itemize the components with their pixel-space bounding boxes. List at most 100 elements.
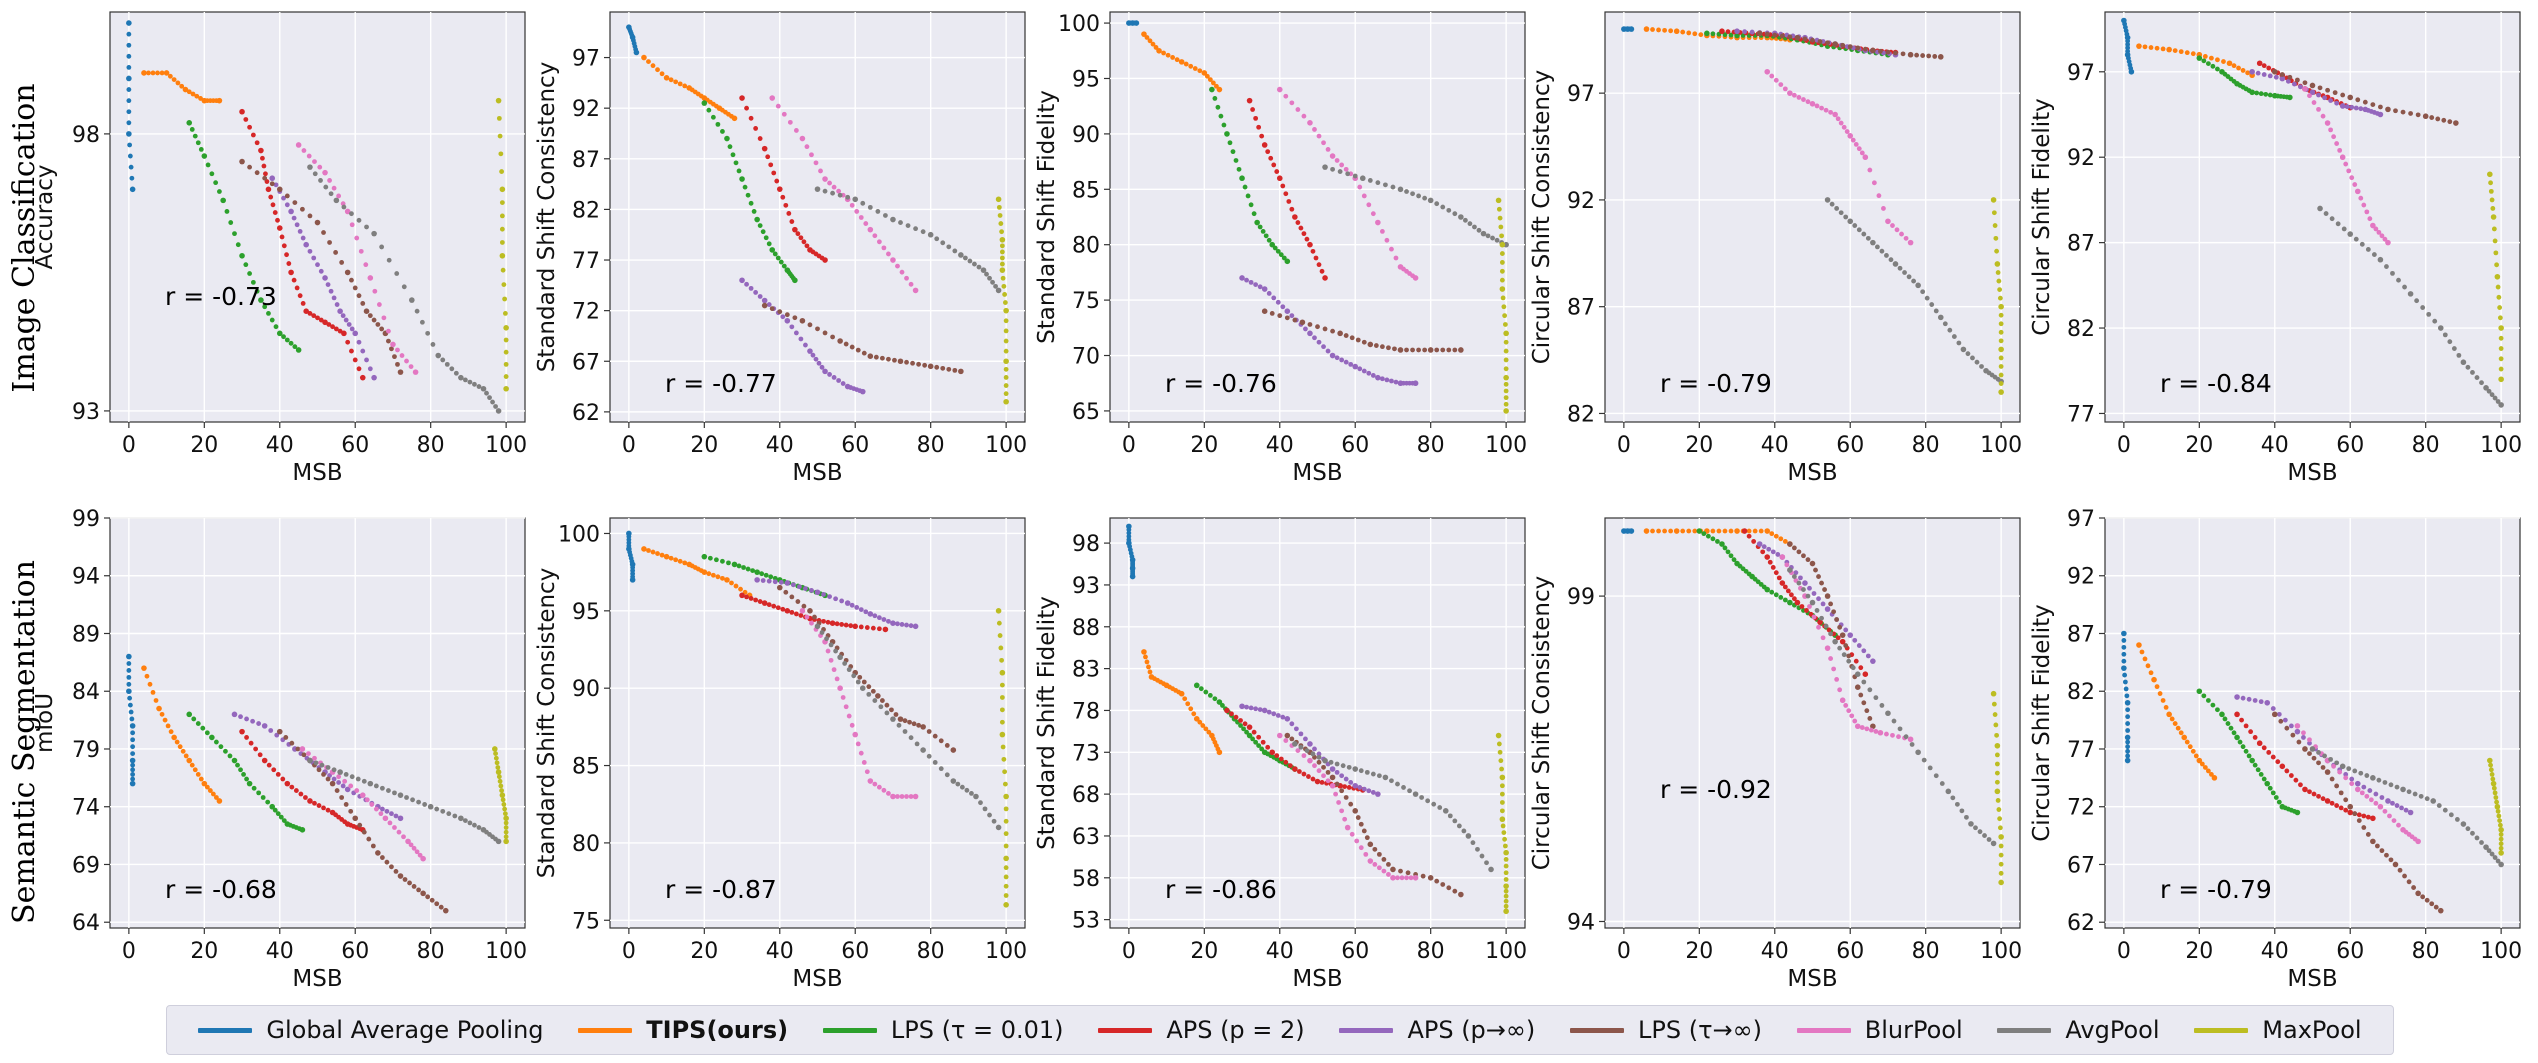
data-point xyxy=(1224,131,1230,137)
data-point xyxy=(744,105,749,111)
data-point xyxy=(784,608,791,614)
data-point xyxy=(1375,219,1381,226)
data-point xyxy=(1002,292,1008,297)
series-group xyxy=(1495,197,1509,414)
data-point xyxy=(275,771,281,777)
data-point xyxy=(946,366,952,372)
data-point xyxy=(814,623,821,630)
data-point xyxy=(2491,785,2497,791)
data-point xyxy=(733,583,739,589)
data-point xyxy=(2175,725,2181,731)
data-point xyxy=(1807,585,1812,591)
data-point xyxy=(1787,567,1793,573)
data-point xyxy=(1885,49,1891,55)
data-point xyxy=(1847,632,1854,638)
data-point xyxy=(2267,785,2273,791)
data-point xyxy=(993,283,998,289)
data-point xyxy=(849,202,855,208)
x-tick-label: 0 xyxy=(122,433,136,458)
data-point xyxy=(268,728,274,733)
data-point xyxy=(395,361,400,367)
data-point xyxy=(1389,778,1394,784)
data-point xyxy=(1673,528,1680,534)
data-point xyxy=(1207,692,1213,698)
data-point xyxy=(336,780,342,785)
data-point xyxy=(200,725,206,731)
data-point xyxy=(286,261,292,266)
data-point xyxy=(801,603,807,609)
data-point xyxy=(2271,68,2278,75)
data-point xyxy=(730,152,736,158)
plot-area xyxy=(2104,517,2521,929)
data-point xyxy=(307,213,313,219)
data-point xyxy=(1283,93,1289,99)
series-group xyxy=(1141,31,1223,93)
data-point xyxy=(843,341,849,347)
legend-swatch xyxy=(198,1027,253,1033)
series-group xyxy=(2294,723,2421,845)
data-point xyxy=(284,193,290,199)
data-point xyxy=(1843,627,1849,633)
data-point xyxy=(1715,539,1720,544)
data-point xyxy=(1907,239,1914,246)
data-point xyxy=(1698,32,1704,38)
data-point xyxy=(1348,780,1354,785)
data-point xyxy=(1764,31,1770,37)
data-point xyxy=(2258,771,2264,777)
data-point xyxy=(934,236,940,242)
data-point xyxy=(663,553,670,560)
data-point xyxy=(299,827,306,833)
y-tick-label: 97 xyxy=(1567,82,1595,107)
data-point xyxy=(1286,199,1292,204)
data-point xyxy=(1246,724,1253,730)
data-point xyxy=(2400,109,2406,115)
y-tick-label: 72 xyxy=(572,300,600,325)
data-point xyxy=(1265,149,1271,155)
data-point xyxy=(2442,332,2448,338)
data-point xyxy=(2358,195,2364,201)
data-point xyxy=(761,145,768,152)
data-point xyxy=(2311,791,2317,797)
data-point xyxy=(2215,66,2220,72)
y-tick-label: 93 xyxy=(1072,574,1100,599)
data-point xyxy=(386,328,391,334)
data-point xyxy=(261,163,267,169)
data-point xyxy=(2347,231,2354,237)
data-point xyxy=(411,884,417,889)
data-point xyxy=(2205,61,2211,66)
data-point xyxy=(1277,313,1283,319)
y-tick-label: 87 xyxy=(2067,232,2095,257)
data-point xyxy=(1823,107,1829,113)
data-point xyxy=(846,713,852,719)
series-group xyxy=(1741,528,1869,677)
data-point xyxy=(1899,231,1904,237)
data-point xyxy=(2361,784,2367,790)
data-point xyxy=(1126,534,1132,539)
data-point xyxy=(274,732,280,738)
data-point xyxy=(2261,63,2267,69)
data-point xyxy=(2497,822,2503,828)
data-point xyxy=(256,721,262,726)
y-tick-label: 95 xyxy=(572,600,600,625)
data-point xyxy=(390,341,396,348)
data-point xyxy=(912,793,919,800)
data-point xyxy=(1434,878,1440,884)
data-point xyxy=(314,219,321,226)
data-point xyxy=(321,771,326,777)
data-point xyxy=(503,337,509,343)
x-tick-label: 80 xyxy=(917,433,945,458)
data-point xyxy=(1775,552,1781,557)
data-point xyxy=(1207,77,1213,82)
data-point xyxy=(1785,588,1791,594)
data-point xyxy=(987,275,992,281)
data-point xyxy=(367,780,374,787)
data-point xyxy=(1998,346,2004,353)
x-tick-label: 0 xyxy=(1122,433,1136,458)
data-point xyxy=(1361,828,1367,834)
data-point xyxy=(1822,587,1827,592)
data-point xyxy=(1968,821,1974,827)
data-point xyxy=(379,785,385,791)
y-tick-label: 62 xyxy=(2067,911,2095,936)
data-point xyxy=(1215,104,1221,110)
data-point xyxy=(1773,533,1779,539)
